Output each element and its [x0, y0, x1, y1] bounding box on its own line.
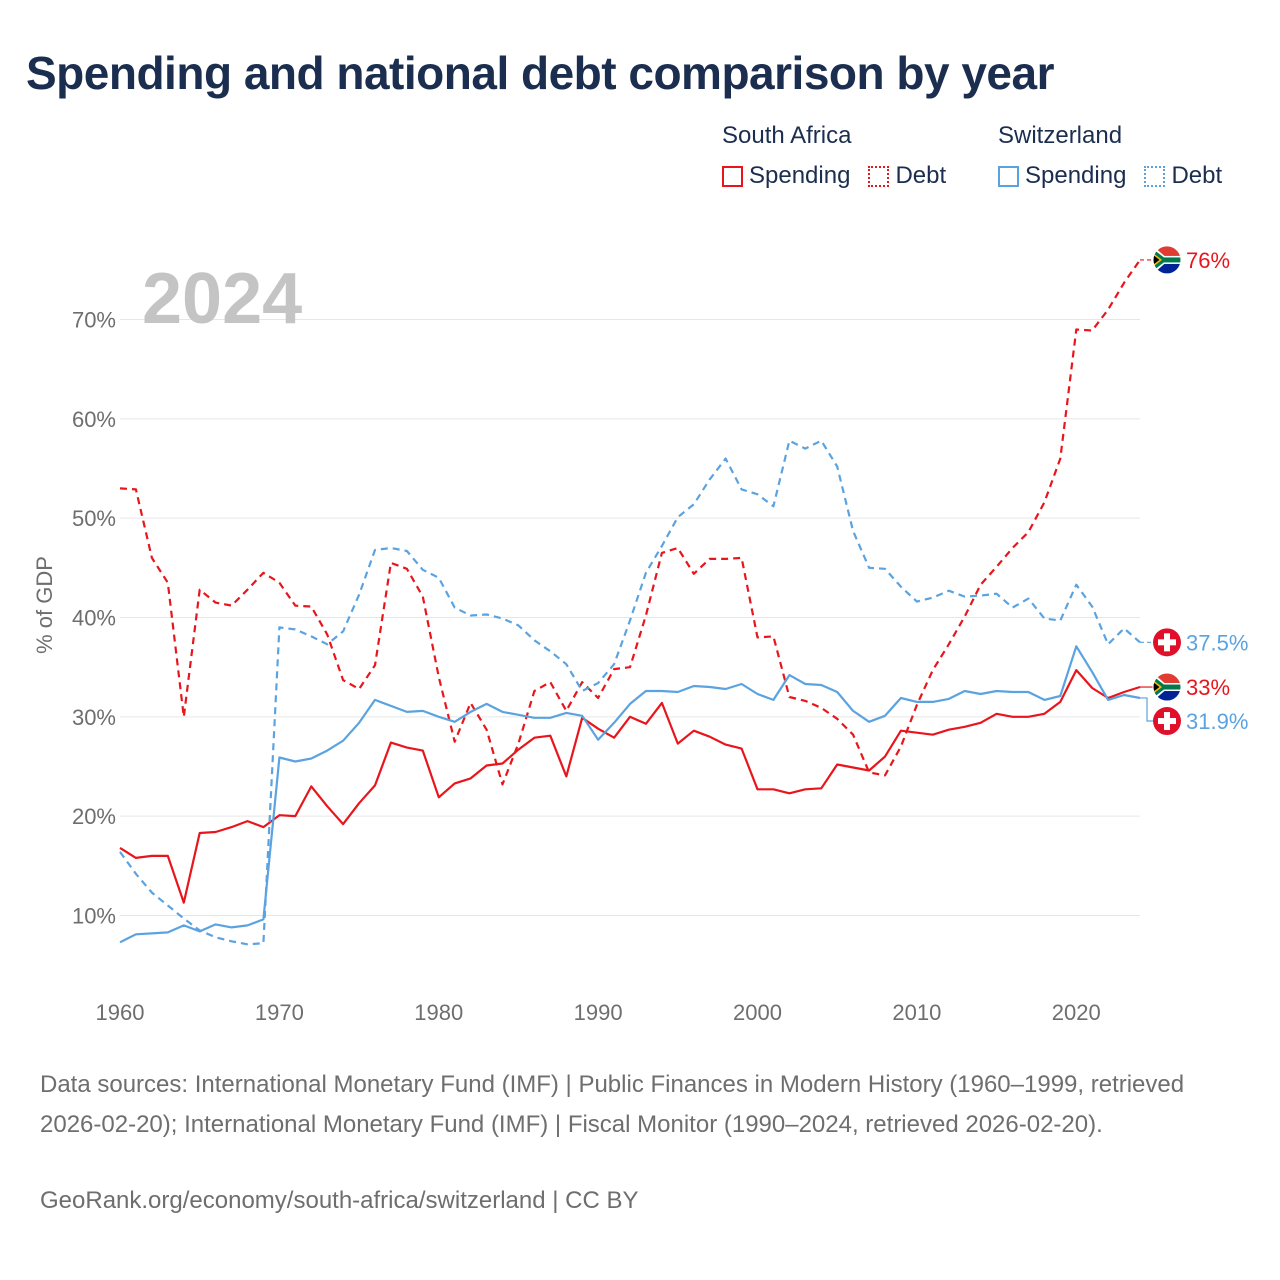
- x-tick-label: 1980: [414, 1000, 463, 1025]
- x-tick-label: 2000: [733, 1000, 782, 1025]
- legend-switzerland: Switzerland Spending Debt: [998, 122, 1240, 190]
- series-line-switzerland-spending[interactable]: [119, 645, 1141, 944]
- end-value-label: 31.9%: [1186, 709, 1248, 734]
- dotted-swatch-icon: [1144, 165, 1166, 187]
- south-africa-flag-icon: [1152, 245, 1182, 275]
- end-value-label: 37.5%: [1186, 630, 1248, 655]
- x-tick-label: 2020: [1052, 1000, 1101, 1025]
- legend-item-switzerland-debt[interactable]: Debt: [1144, 162, 1222, 190]
- y-tick-label: 60%: [72, 407, 116, 432]
- credit-link[interactable]: GeoRank.org/economy/south-africa/switzer…: [40, 1187, 639, 1214]
- y-tick-label: 70%: [72, 308, 116, 333]
- end-value-label: 33%: [1186, 675, 1230, 700]
- switzerland-flag-icon: [1153, 707, 1181, 736]
- legend-item-switzerland-spending[interactable]: Spending: [998, 162, 1126, 190]
- y-tick-label: 40%: [72, 606, 116, 631]
- y-axis: 10% 20% 30% 40% 50% 60% 70%: [72, 308, 116, 929]
- series-layer: [119, 259, 1141, 946]
- legend-item-south-africa-debt[interactable]: Debt: [868, 162, 946, 190]
- line-chart: 2024 10%20%30%40%50%60%70% 1960 1970 1980 1…: [32, 245, 1248, 1025]
- solid-swatch-icon: [998, 165, 1019, 187]
- legend-country-switzerland: Switzerland: [998, 122, 1123, 149]
- y-tick-label: 10%: [72, 903, 116, 928]
- end-label-switzerland-spending: 31.9%: [1140, 697, 1248, 736]
- data-sources: Data sources: International Monetary Fun…: [40, 1071, 1185, 1138]
- series-line-switzerland-debt[interactable]: [119, 439, 1141, 946]
- legend-country-south-africa: South Africa: [722, 122, 852, 149]
- x-tick-label: 1970: [255, 1000, 304, 1025]
- x-tick-label: 1990: [574, 1000, 623, 1025]
- legend-label: Debt: [1171, 162, 1223, 189]
- series-line-south-africa-debt[interactable]: [119, 259, 1141, 786]
- end-value-label: 76%: [1186, 248, 1230, 273]
- series-line-south-africa-spending[interactable]: [119, 669, 1141, 904]
- x-tick-label: 2010: [892, 1000, 941, 1025]
- dotted-swatch-icon: [868, 165, 890, 187]
- end-label-switzerland-debt: 37.5%: [1140, 628, 1248, 657]
- end-label-south-africa-spending: 33%: [1140, 672, 1230, 702]
- chart-title: Spending and national debt comparison by…: [26, 47, 1055, 99]
- x-tick-label: 1960: [96, 1000, 145, 1025]
- legend-item-south-africa-spending[interactable]: Spending: [722, 162, 850, 190]
- end-labels: 76% 37.5% 33% 31.9%: [1140, 245, 1248, 736]
- x-axis: 1960 1970 1980 1990 2000 2010 2020: [96, 1000, 1101, 1025]
- y-axis-label: % of GDP: [32, 556, 57, 654]
- year-watermark: 2024: [142, 259, 302, 339]
- switzerland-flag-icon: [1153, 628, 1181, 657]
- y-tick-label: 50%: [72, 506, 116, 531]
- solid-swatch-icon: [722, 165, 743, 187]
- legend-south-africa: South Africa Spending Debt: [722, 122, 964, 190]
- south-africa-flag-icon: [1152, 672, 1182, 702]
- end-label-south-africa-debt: 76%: [1140, 245, 1230, 275]
- y-tick-label: 20%: [72, 804, 116, 829]
- legend-label: Spending: [749, 162, 851, 189]
- y-tick-label: 30%: [72, 705, 116, 730]
- legend-label: Debt: [895, 162, 947, 189]
- legend-label: Spending: [1025, 162, 1127, 189]
